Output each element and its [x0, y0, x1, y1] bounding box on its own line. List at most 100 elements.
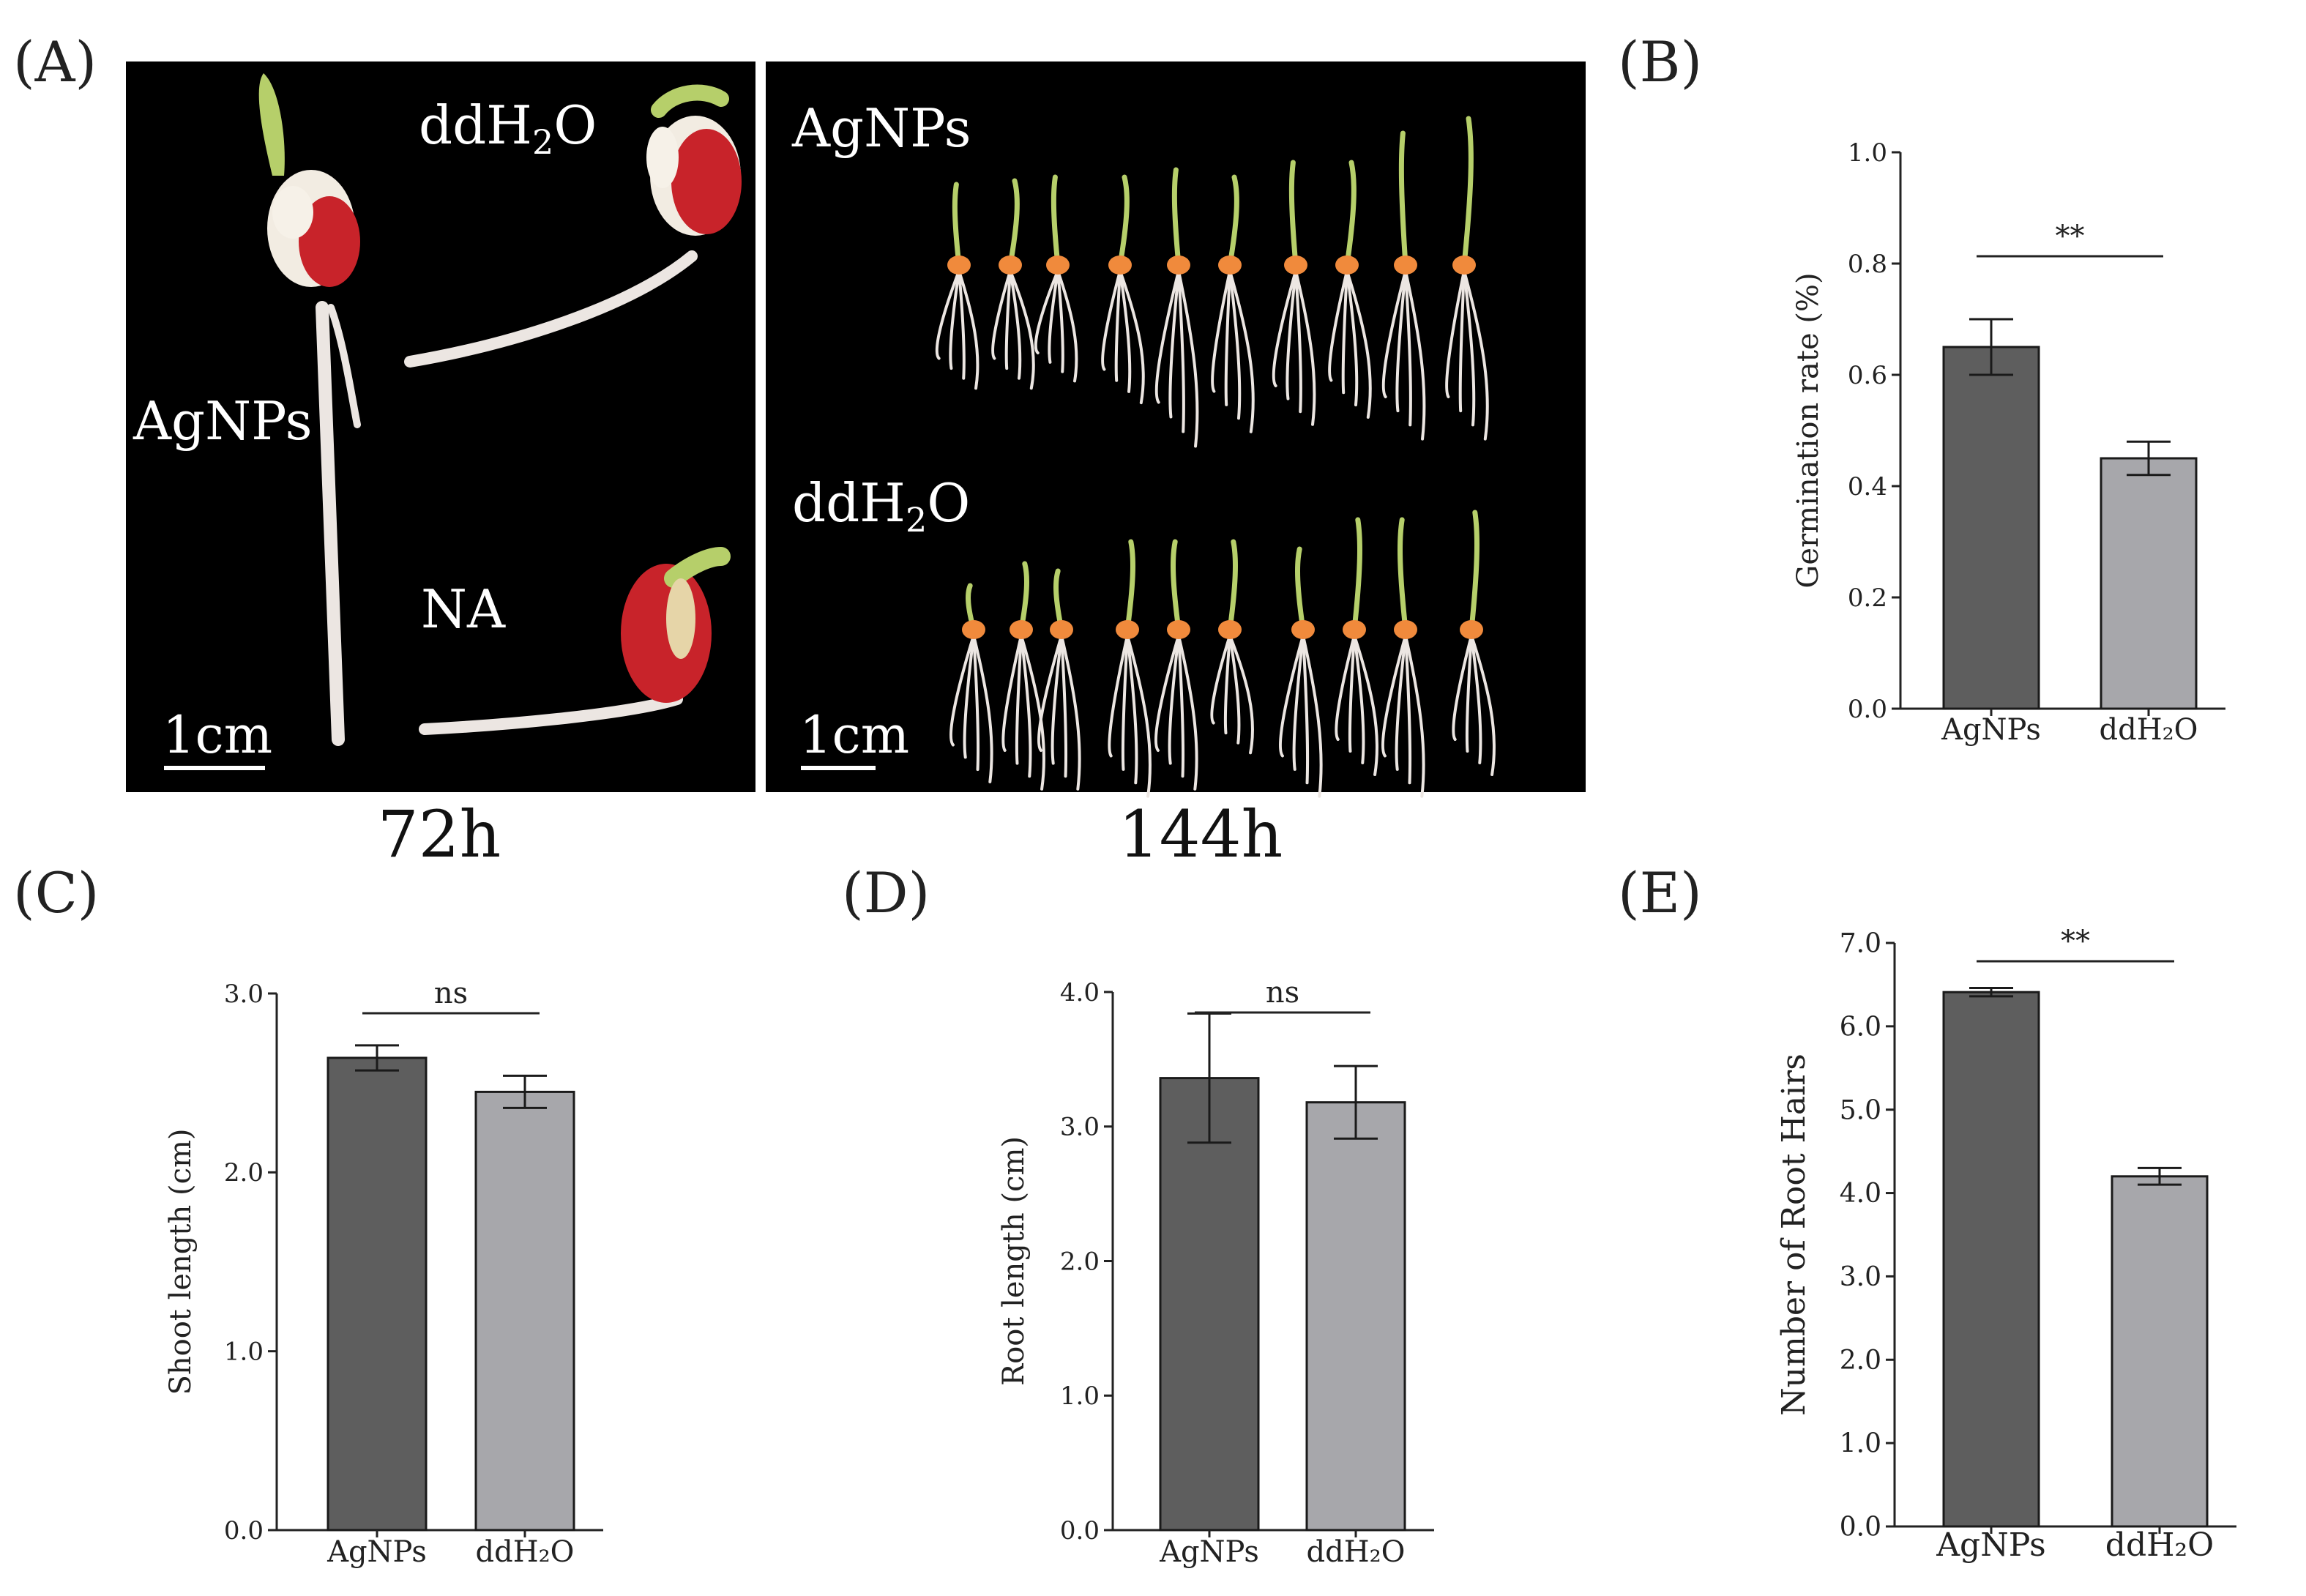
- seedling-shoot: [1051, 174, 1061, 268]
- seedling-shoot: [1344, 160, 1357, 268]
- bar-agnps: [327, 1056, 428, 1532]
- seedling-rows-144h: [935, 116, 1496, 798]
- y-tick-label: 0.0: [1848, 695, 1887, 724]
- seedling-root: [1404, 634, 1412, 785]
- seedling-root: [1009, 269, 1022, 380]
- chart-d: 0.0 1.0 2.0 3.0 4.0 AgNPs ddH₂O ns Root length (…: [997, 976, 1434, 1569]
- seedling-shoot: [1171, 167, 1182, 268]
- seedling-agnps-144h: [1445, 116, 1489, 441]
- seedling-root: [1346, 269, 1359, 407]
- seedling-root: [1353, 634, 1365, 764]
- x-tick-label: ddH₂O: [1307, 1535, 1406, 1569]
- y-axis-label: Root length (cm): [997, 1136, 1031, 1386]
- seedling-root: [1108, 634, 1129, 758]
- seedling-root: [1177, 269, 1199, 448]
- photo-72h: AgNPs ddH2O NA 1cm: [126, 61, 755, 792]
- seedling-shoot: [1018, 561, 1029, 633]
- y-tick-label: 1.0: [1848, 138, 1887, 168]
- seedling-agnps-144h: [1211, 174, 1255, 433]
- y-tick-label: 0.4: [1848, 472, 1887, 501]
- photo-72h-label-ddh2o: ddH2O: [419, 94, 597, 162]
- seedling-seed: [1108, 256, 1132, 275]
- y-axis-label: Shoot length (cm): [164, 1128, 198, 1395]
- seedling-na-72h: [419, 547, 731, 735]
- seedling-root: [1404, 269, 1412, 427]
- seedling-root: [1404, 634, 1425, 798]
- seedling-root: [1458, 269, 1466, 413]
- seedling-root: [1228, 634, 1241, 745]
- seedling-root: [1168, 634, 1180, 765]
- seedling-root: [1470, 634, 1496, 776]
- seedling-seed: [1218, 620, 1242, 639]
- y-tick-label: 1.0: [1840, 1429, 1881, 1459]
- chart-c: 0.0 1.0 2.0 3.0 AgNPs ddH₂O ns Shoot length (cm…: [164, 977, 603, 1569]
- seedling-shoot: [1171, 539, 1182, 633]
- y-tick-label: 7.0: [1840, 929, 1881, 959]
- y-tick-label: 4.0: [1840, 1179, 1881, 1209]
- chart-b: 0.0 0.2 0.4 0.6 0.8 1.0 AgNPs ddH₂O ** Germinatio…: [1791, 138, 2225, 747]
- time-label-144h: 144h: [1118, 797, 1283, 872]
- seedling-root: [1404, 269, 1426, 441]
- seedling-seed: [1218, 256, 1242, 275]
- seedling-root: [958, 269, 966, 380]
- time-label-72h: 72h: [377, 797, 501, 872]
- seedling-ddh2o-144h: [1108, 539, 1152, 798]
- x-tick-label: ddH₂O: [476, 1535, 575, 1569]
- seedling-root: [1224, 269, 1231, 406]
- seedling-ddh2o-144h: [1210, 539, 1254, 755]
- seedling-seed: [1460, 620, 1483, 639]
- seedling-root: [1286, 269, 1297, 400]
- seedling-root: [935, 269, 960, 360]
- bar-agnps: [1942, 346, 2040, 710]
- photo-72h-label-na: NA: [421, 578, 506, 640]
- seedling-ddh2o-144h: [1381, 517, 1425, 798]
- seedling-shoot: [1351, 517, 1362, 633]
- seedling-root: [1335, 634, 1356, 741]
- y-axis-label: Number of Root Hairs: [1775, 1054, 1813, 1416]
- y-tick-label: 0.0: [1840, 1513, 1881, 1543]
- y-tick-label: 3.0: [224, 980, 264, 1009]
- seedling-root: [1452, 634, 1473, 741]
- y-tick-label: 0.6: [1848, 361, 1887, 390]
- seedling-root: [1060, 634, 1081, 791]
- bar-agnps: [1942, 991, 2040, 1528]
- seedling-root: [1154, 634, 1180, 752]
- seedling-root: [1177, 269, 1185, 433]
- seedling-root: [1048, 269, 1059, 364]
- bar-ddh2o: [1305, 1101, 1406, 1532]
- seedling-root: [1228, 269, 1255, 433]
- seedling-shoot: [1007, 178, 1020, 268]
- seedling-root: [1465, 634, 1473, 753]
- seedling-shoot: [1288, 160, 1299, 268]
- seedling-root: [1056, 269, 1078, 383]
- seedling-shoot: [1398, 517, 1408, 633]
- seedling-ddh2o-144h: [1452, 510, 1496, 776]
- seedling-shoot: [1117, 174, 1130, 268]
- seedling-ddh2o-144h: [1001, 561, 1046, 791]
- bar-agnps: [1159, 1077, 1260, 1532]
- y-axis-label: Germination rate (%): [1791, 272, 1825, 588]
- seedling-root: [1395, 634, 1407, 771]
- photo-144h-label-ddh2o: ddH2O: [792, 472, 970, 540]
- seedling-root: [1341, 269, 1348, 395]
- photo-144h-scale-label: 1cm: [799, 705, 909, 765]
- chart-e: 0.0 1.0 2.0 3.0 4.0 5.0 6.0 7.0 AgNPs ddH₂O ** Numb…: [1775, 925, 2236, 1564]
- seedling-agnps-144h: [1154, 167, 1199, 448]
- seedling-root: [1101, 269, 1122, 371]
- seedling-seed: [1343, 620, 1366, 639]
- seedling-root: [1302, 634, 1323, 798]
- seedling-root: [1395, 269, 1407, 413]
- seedling-agnps-144h: [1034, 174, 1078, 383]
- x-tick-label: AgNPs: [327, 1535, 427, 1569]
- seedling-root: [1228, 269, 1242, 420]
- seedling-shoot: [1469, 510, 1480, 633]
- seedling-agnps-144h: [1272, 160, 1316, 426]
- seedling-root: [1210, 634, 1231, 725]
- panel-label-e: (E): [1618, 860, 1702, 925]
- seedling-root: [972, 634, 993, 783]
- seedling-seed: [1010, 620, 1033, 639]
- seedling-root: [1470, 634, 1482, 764]
- seedling-ddh2o-144h: [1335, 517, 1379, 776]
- seedling-root: [972, 634, 980, 772]
